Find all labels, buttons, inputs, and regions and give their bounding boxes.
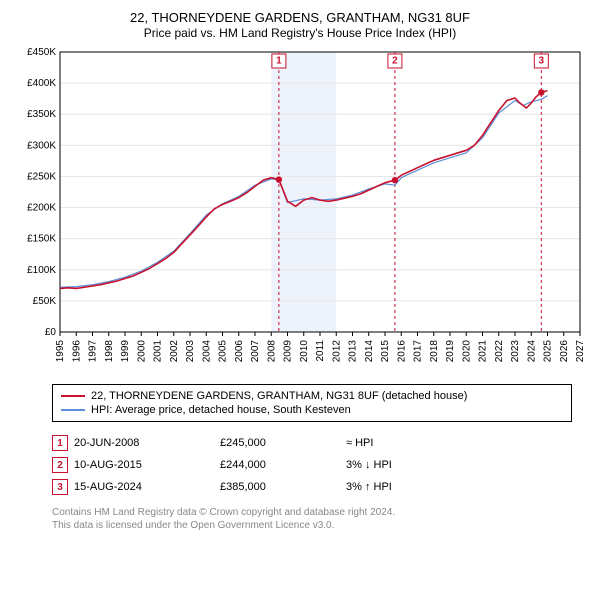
svg-text:£400K: £400K <box>27 78 56 89</box>
svg-text:1995: 1995 <box>55 340 66 363</box>
events-table: 1 20-JUN-2008 £245,000 ≈ HPI 2 10-AUG-20… <box>52 432 572 498</box>
event-marker-icon: 3 <box>52 479 68 495</box>
svg-text:£150K: £150K <box>27 234 56 245</box>
svg-text:2014: 2014 <box>364 340 375 363</box>
event-date: 10-AUG-2015 <box>74 459 214 471</box>
svg-text:£0: £0 <box>45 327 57 338</box>
attribution-footer: Contains HM Land Registry data © Crown c… <box>52 506 572 532</box>
svg-text:£350K: £350K <box>27 109 56 120</box>
svg-text:2003: 2003 <box>185 340 196 363</box>
legend-label: 22, THORNEYDENE GARDENS, GRANTHAM, NG31 … <box>91 390 467 402</box>
legend-swatch <box>61 395 85 397</box>
event-row: 1 20-JUN-2008 £245,000 ≈ HPI <box>52 432 572 454</box>
svg-text:2019: 2019 <box>445 340 456 363</box>
svg-text:2: 2 <box>392 56 398 67</box>
svg-text:2017: 2017 <box>413 340 424 363</box>
svg-text:2001: 2001 <box>153 340 164 363</box>
legend-item: 22, THORNEYDENE GARDENS, GRANTHAM, NG31 … <box>61 389 563 403</box>
svg-text:2018: 2018 <box>429 340 440 363</box>
svg-text:2010: 2010 <box>299 340 310 363</box>
svg-text:2026: 2026 <box>559 340 570 363</box>
event-row: 3 15-AUG-2024 £385,000 3% ↑ HPI <box>52 476 572 498</box>
event-price: £245,000 <box>220 437 340 449</box>
svg-text:2007: 2007 <box>250 340 261 363</box>
svg-text:2020: 2020 <box>461 340 472 363</box>
svg-text:1998: 1998 <box>104 340 115 363</box>
svg-text:1999: 1999 <box>120 340 131 363</box>
svg-text:£450K: £450K <box>27 48 56 58</box>
chart-title-line1: 22, THORNEYDENE GARDENS, GRANTHAM, NG31 … <box>12 10 588 25</box>
svg-text:2021: 2021 <box>478 340 489 363</box>
chart-svg: £0 £50K £100K £150K £200K £250K £300K £350K £400… <box>12 48 588 378</box>
event-comparison: 3% ↓ HPI <box>346 459 446 471</box>
svg-text:2013: 2013 <box>348 340 359 363</box>
svg-text:2024: 2024 <box>526 340 537 363</box>
svg-text:£100K: £100K <box>27 265 56 276</box>
chart-title-line2: Price paid vs. HM Land Registry's House … <box>12 26 588 40</box>
svg-text:2006: 2006 <box>234 340 245 363</box>
svg-text:£250K: £250K <box>27 171 56 182</box>
svg-text:2011: 2011 <box>315 340 326 362</box>
event-marker-icon: 2 <box>52 457 68 473</box>
svg-text:2016: 2016 <box>396 340 407 363</box>
svg-text:2005: 2005 <box>218 340 229 363</box>
svg-text:2002: 2002 <box>169 340 180 363</box>
legend-item: HPI: Average price, detached house, Sout… <box>61 403 563 417</box>
event-marker-icon: 1 <box>52 435 68 451</box>
event-date: 20-JUN-2008 <box>74 437 214 449</box>
footer-line1: Contains HM Land Registry data © Crown c… <box>52 506 572 519</box>
svg-text:2008: 2008 <box>266 340 277 363</box>
svg-text:2027: 2027 <box>575 340 586 363</box>
svg-text:1: 1 <box>276 56 282 67</box>
event-date: 15-AUG-2024 <box>74 481 214 493</box>
svg-text:2000: 2000 <box>136 340 147 363</box>
svg-text:2015: 2015 <box>380 340 391 363</box>
footer-line2: This data is licensed under the Open Gov… <box>52 519 572 532</box>
svg-text:2004: 2004 <box>201 340 212 363</box>
event-comparison: ≈ HPI <box>346 437 446 449</box>
svg-text:3: 3 <box>539 56 545 67</box>
svg-text:2012: 2012 <box>331 340 342 363</box>
svg-text:2022: 2022 <box>494 340 505 363</box>
svg-text:2023: 2023 <box>510 340 521 363</box>
chart-plot: £0 £50K £100K £150K £200K £250K £300K £350K £400… <box>12 48 588 378</box>
event-comparison: 3% ↑ HPI <box>346 481 446 493</box>
svg-text:1997: 1997 <box>88 340 99 363</box>
svg-text:£200K: £200K <box>27 203 56 214</box>
svg-text:1996: 1996 <box>71 340 82 363</box>
legend-swatch <box>61 409 85 411</box>
chart-container: 22, THORNEYDENE GARDENS, GRANTHAM, NG31 … <box>0 0 600 542</box>
svg-text:£300K: £300K <box>27 140 56 151</box>
legend: 22, THORNEYDENE GARDENS, GRANTHAM, NG31 … <box>52 384 572 422</box>
event-price: £385,000 <box>220 481 340 493</box>
event-price: £244,000 <box>220 459 340 471</box>
svg-text:£50K: £50K <box>33 296 57 307</box>
legend-label: HPI: Average price, detached house, Sout… <box>91 404 351 416</box>
svg-text:2025: 2025 <box>543 340 554 363</box>
event-row: 2 10-AUG-2015 £244,000 3% ↓ HPI <box>52 454 572 476</box>
svg-text:2009: 2009 <box>283 340 294 363</box>
